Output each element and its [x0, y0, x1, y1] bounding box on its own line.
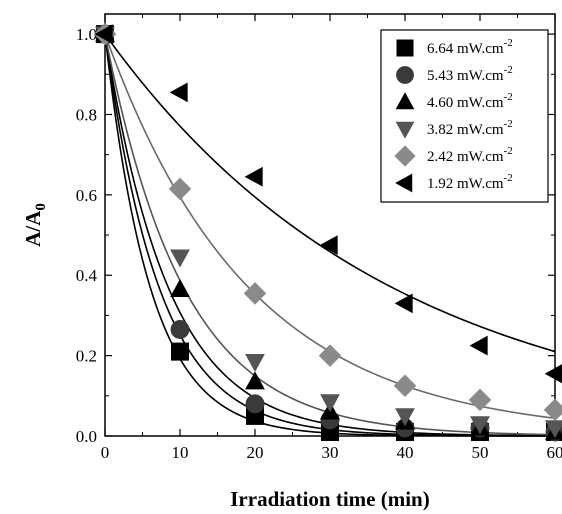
legend-series-name: 5.43 — [427, 68, 457, 84]
legend-label: 1.92 mW.cm-2 — [427, 172, 513, 192]
legend-series-name: 6.64 — [427, 41, 457, 57]
legend-unit: mW.cm — [457, 68, 504, 84]
diamond-marker — [318, 344, 342, 367]
x-tick-label: 50 — [472, 443, 489, 462]
x-tick-label: 40 — [397, 443, 414, 462]
triangle-down-marker — [320, 394, 340, 413]
y-axis-title-base: A/A — [21, 210, 45, 247]
series-points — [94, 24, 562, 384]
triangle-down-marker — [470, 416, 490, 435]
legend-unit: mW.cm — [457, 149, 504, 165]
triangle-left-marker — [544, 364, 562, 384]
legend-unit: mW.cm — [457, 95, 504, 111]
x-tick-label: 0 — [101, 443, 110, 462]
legend-unit-exponent: -2 — [504, 118, 513, 130]
legend-unit-exponent: -2 — [504, 91, 513, 103]
legend-marker-triangle-down — [395, 121, 415, 139]
legend-marker-triangle-left — [395, 173, 413, 193]
y-tick-label: 0.4 — [76, 266, 98, 285]
legend-marker-square — [396, 39, 414, 57]
diamond-marker — [468, 388, 492, 412]
triangle-left-marker — [469, 335, 488, 356]
square-marker — [171, 342, 189, 361]
diamond-marker — [393, 374, 417, 398]
triangle-down-marker — [395, 408, 415, 427]
legend-series-name: 3.82 — [427, 122, 457, 138]
diamond-marker — [168, 177, 192, 201]
data-points — [93, 22, 562, 442]
y-tick-label: 0.0 — [76, 427, 97, 446]
legend-unit: mW.cm — [457, 122, 504, 138]
legend-label: 3.82 mW.cm-2 — [427, 118, 513, 138]
triangle-down-marker — [545, 420, 562, 439]
triangle-up-marker — [245, 371, 265, 390]
triangle-left-marker — [244, 166, 263, 187]
x-tick-label: 60 — [547, 443, 562, 462]
legend-unit-exponent: -2 — [504, 172, 513, 184]
y-tick-label: 0.8 — [76, 105, 97, 124]
y-axis-title-subscript: 0 — [33, 203, 49, 211]
legend-label: 6.64 mW.cm-2 — [427, 37, 513, 57]
legend-marker-diamond — [394, 145, 416, 167]
circle-marker — [170, 320, 190, 339]
diamond-marker — [243, 282, 267, 305]
circle-marker — [245, 394, 265, 414]
y-tick-label: 0.2 — [76, 347, 97, 366]
legend-unit: mW.cm — [457, 41, 504, 57]
legend-label: 5.43 mW.cm-2 — [427, 64, 513, 84]
legend-label: 2.42 mW.cm-2 — [427, 145, 513, 165]
legend-unit: mW.cm — [457, 176, 504, 192]
legend-series-name: 2.42 — [427, 149, 457, 165]
legend: 6.64 mW.cm-25.43 mW.cm-24.60 mW.cm-23.82… — [380, 29, 549, 203]
triangle-left-marker — [394, 293, 413, 314]
y-tick-label: 0.6 — [76, 186, 97, 205]
legend-series-name: 1.92 — [427, 176, 457, 192]
x-tick-label: 20 — [247, 443, 264, 462]
legend-marker-triangle-up — [395, 92, 415, 110]
legend-unit-exponent: -2 — [504, 64, 513, 76]
triangle-left-marker — [319, 235, 338, 255]
triangle-up-marker — [170, 278, 190, 297]
diamond-marker — [543, 398, 562, 422]
triangle-down-marker — [245, 353, 265, 372]
series-points — [93, 22, 562, 422]
x-tick-label: 30 — [322, 443, 339, 462]
legend-series-name: 4.60 — [427, 95, 457, 111]
fit-curve — [104, 33, 556, 353]
x-axis-title: Irradiation time (min) — [230, 487, 429, 511]
y-axis-title: A/A0 — [21, 203, 49, 247]
legend-label: 4.60 mW.cm-2 — [427, 91, 513, 111]
triangle-down-marker — [170, 249, 190, 268]
legend-unit-exponent: -2 — [504, 37, 513, 49]
triangle-left-marker — [169, 82, 188, 103]
triangle-left-marker — [94, 24, 113, 44]
x-tick-label: 10 — [172, 443, 189, 462]
legend-unit-exponent: -2 — [504, 145, 513, 157]
legend-marker-circle — [396, 66, 414, 84]
y-tick-label: 1.0 — [76, 25, 97, 44]
legend-box — [380, 29, 549, 203]
